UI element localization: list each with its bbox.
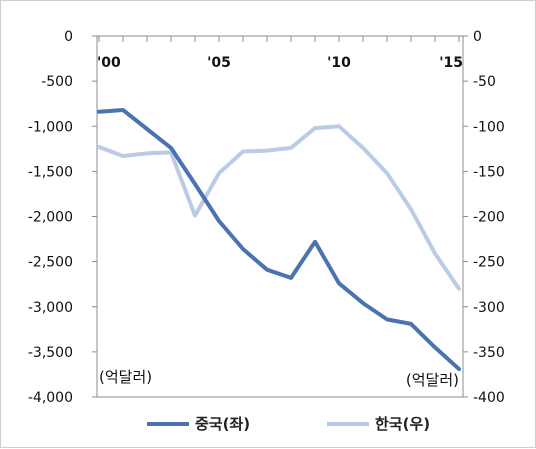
left-tick-label: -3,000 (28, 300, 73, 316)
right-tick-label: -100 (473, 119, 505, 135)
plot-area-border (96, 35, 464, 398)
left-tick-label: -2,500 (28, 255, 73, 271)
x-tick-label: '05 (207, 55, 231, 71)
right-tick-label: 0 (473, 29, 482, 45)
left-tick-label: -2,000 (28, 210, 73, 226)
right-axis-unit: (억달러) (406, 371, 459, 389)
legend-label: 중국(좌) (195, 415, 250, 433)
legend-label: 한국(우) (375, 415, 430, 433)
series-line (97, 124, 461, 291)
right-tick-label: -150 (473, 164, 505, 180)
right-tick-label: -350 (473, 345, 505, 361)
right-tick-label: -200 (473, 210, 505, 226)
x-tick-label: '15 (439, 55, 463, 71)
right-tick-label: -300 (473, 300, 505, 316)
left-tick-label: -4,000 (28, 390, 73, 406)
x-tick-label: '10 (327, 55, 351, 71)
left-axis-unit: (억달러) (99, 368, 152, 386)
right-tick-label: -250 (473, 255, 505, 271)
right-tick-label: -400 (473, 390, 505, 406)
left-tick-label: 0 (64, 29, 73, 45)
legend: 중국(좌) 한국(우) (147, 415, 430, 433)
series-line (97, 108, 461, 371)
x-tick-label: '00 (97, 55, 121, 71)
left-tick-label: -1,000 (28, 119, 73, 135)
left-tick-label: -1,500 (28, 164, 73, 180)
left-tick-label: -500 (41, 74, 73, 90)
right-tick-label: -50 (473, 74, 496, 90)
left-tick-label: -3,500 (28, 345, 73, 361)
